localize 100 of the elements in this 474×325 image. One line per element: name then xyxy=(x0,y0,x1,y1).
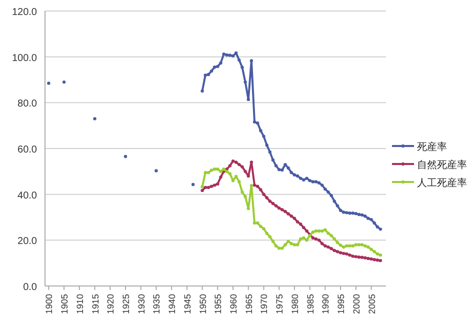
point xyxy=(244,80,247,84)
point xyxy=(326,190,330,194)
point xyxy=(238,58,241,62)
point xyxy=(228,172,232,176)
point xyxy=(290,214,293,218)
x-tick-label: 1985 xyxy=(305,294,316,314)
point xyxy=(298,237,302,241)
point xyxy=(372,221,376,225)
point xyxy=(338,208,342,212)
point xyxy=(357,243,361,246)
x-tick-label: 2005 xyxy=(366,294,377,314)
point xyxy=(204,170,207,174)
point xyxy=(336,250,340,254)
point xyxy=(246,206,250,210)
point xyxy=(290,170,293,174)
point xyxy=(292,173,296,176)
point xyxy=(246,98,250,102)
point xyxy=(292,243,296,246)
point xyxy=(216,64,220,68)
point xyxy=(314,237,318,241)
x-tick-label: 1935 xyxy=(152,294,162,314)
point xyxy=(268,200,272,203)
y-tick-label: 40.0 xyxy=(18,190,38,202)
point xyxy=(240,66,244,69)
point xyxy=(244,170,247,174)
point xyxy=(311,230,314,234)
point xyxy=(360,243,364,246)
point xyxy=(354,212,358,216)
point xyxy=(246,174,250,178)
point xyxy=(372,258,376,262)
point xyxy=(370,218,373,222)
point xyxy=(370,248,373,251)
legend-label: 人工死産率 xyxy=(417,177,467,189)
point xyxy=(206,186,210,190)
point xyxy=(364,256,367,260)
point xyxy=(277,246,281,250)
point xyxy=(305,176,308,180)
x-tick-label: 1955 xyxy=(213,294,224,314)
point xyxy=(351,244,354,248)
point xyxy=(332,200,336,203)
x-tick-label: 1925 xyxy=(120,294,131,314)
point xyxy=(364,244,367,248)
x-tick-label: 1900 xyxy=(44,294,54,314)
point xyxy=(351,212,354,215)
point xyxy=(336,204,340,208)
point xyxy=(265,232,268,235)
x-tick-label: 1990 xyxy=(320,294,331,314)
point xyxy=(231,54,235,58)
point xyxy=(256,121,260,125)
point xyxy=(62,80,66,84)
point xyxy=(228,164,232,168)
point xyxy=(231,160,235,163)
point xyxy=(357,256,361,259)
point xyxy=(265,143,268,147)
point xyxy=(326,232,330,235)
point xyxy=(240,165,244,168)
point xyxy=(200,188,204,192)
point xyxy=(284,210,287,214)
point xyxy=(370,257,373,261)
point xyxy=(354,255,358,258)
point xyxy=(191,182,195,186)
point xyxy=(366,256,370,260)
point xyxy=(265,196,268,200)
point xyxy=(200,89,204,93)
point xyxy=(364,214,367,218)
point xyxy=(256,184,260,188)
point xyxy=(320,242,324,246)
point xyxy=(252,221,256,225)
x-tick-label: 1980 xyxy=(290,294,300,314)
x-tick-label: 1915 xyxy=(90,294,100,314)
point xyxy=(314,229,318,233)
point xyxy=(274,244,278,248)
point xyxy=(271,158,275,162)
point xyxy=(277,206,281,210)
point xyxy=(225,170,228,174)
point xyxy=(338,251,342,254)
point xyxy=(298,176,302,180)
point xyxy=(250,59,254,62)
point xyxy=(219,176,222,179)
point xyxy=(271,240,275,243)
point xyxy=(378,253,382,257)
point xyxy=(360,256,364,259)
point xyxy=(259,224,262,228)
x-tick-label: 1920 xyxy=(106,294,116,314)
x-tick-label: 1965 xyxy=(244,294,254,314)
x-tick-label: 1950 xyxy=(198,294,208,314)
point xyxy=(212,66,216,69)
point xyxy=(274,204,278,208)
point xyxy=(240,190,244,194)
line-series xyxy=(200,51,382,231)
x-tick-label: 1970 xyxy=(259,294,270,314)
point xyxy=(308,178,312,182)
point xyxy=(305,229,308,233)
point xyxy=(210,168,214,172)
point xyxy=(262,192,266,196)
point xyxy=(210,69,214,73)
point xyxy=(342,245,346,249)
point xyxy=(280,168,284,172)
point xyxy=(330,247,333,250)
x-tick-label: 1930 xyxy=(136,294,146,314)
